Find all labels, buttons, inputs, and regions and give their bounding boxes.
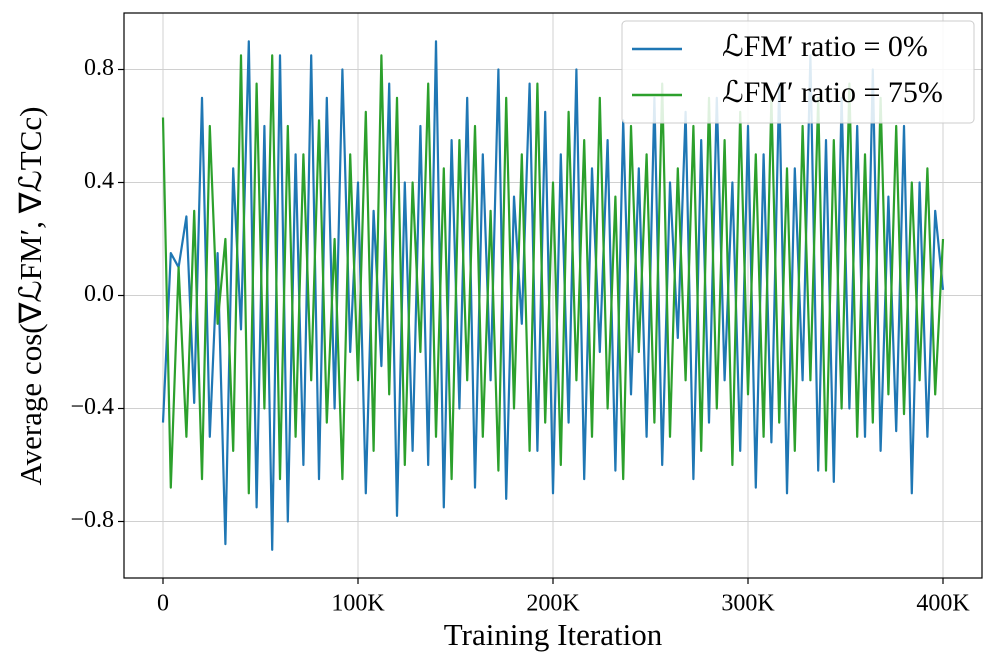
x-tick-label: 300K <box>721 591 775 617</box>
y-tick-label: −0.8 <box>70 507 114 533</box>
y-tick-label: 0.0 <box>84 281 114 307</box>
line-series <box>161 40 945 551</box>
legend-box <box>621 20 975 124</box>
legend-label: ℒFM′ ratio = 75% <box>722 76 943 109</box>
x-tick-label: 100K <box>331 591 385 617</box>
x-tick-label: 0 <box>157 591 169 617</box>
plot-frame <box>123 12 983 579</box>
line-series <box>161 54 945 495</box>
y-tick-label: 0.4 <box>84 168 114 194</box>
legend-label: ℒFM′ ratio = 0% <box>722 30 928 63</box>
x-tick-label: 200K <box>526 591 580 617</box>
y-tick-label: −0.4 <box>70 394 114 420</box>
y-axis-label: Average cos(∇ℒFM′, ∇ℒTCc) <box>13 107 48 486</box>
x-tick-label: 400K <box>916 591 970 617</box>
x-axis-label: Training Iteration <box>444 617 663 652</box>
y-tick-label: 0.8 <box>84 55 114 81</box>
